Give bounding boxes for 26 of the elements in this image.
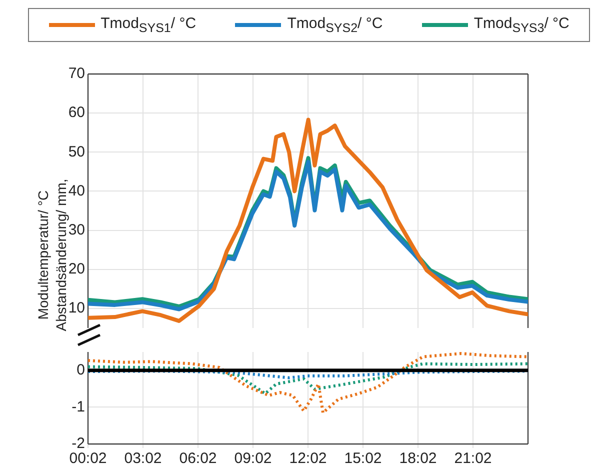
x-tick-label: 18:02 [399,450,437,468]
legend-label: Tmod$_{SYS1}$/ °C [100,15,196,35]
x-tick-label: 15:02 [344,450,382,468]
y-tick-label: -1 [72,398,85,416]
legend-label: Tmod$_{SYS2}$/ °C [287,15,383,35]
y-tick-label: -2 [72,435,85,452]
x-tick-label: 21:02 [454,450,492,468]
y-tick-label: 50 [68,143,85,160]
y-tick-label: 70 [68,65,85,82]
y-tick-label: 40 [68,182,85,200]
y-tick-label: 20 [68,260,85,278]
x-tick-label: 03:02 [124,450,162,468]
line-series [88,352,528,414]
line-series [88,370,528,380]
y-tick-label: 60 [68,104,85,122]
y-axis-title: Modultemperatur/ °C [35,190,51,320]
y-tick-label: 0 [76,362,85,379]
x-tick-label: 00:02 [69,450,107,468]
legend-label: Tmod$_{SYS3}$/ °C [474,15,570,35]
y-tick-label: 10 [68,300,85,317]
y-axis-title: Abstandsänderung/ mm, [53,178,69,332]
line-series [88,362,528,396]
x-tick-label: 06:02 [179,450,217,468]
x-tick-label: 09:02 [234,450,272,468]
x-tick-label: 12:02 [289,450,327,468]
y-tick-label: 30 [68,221,85,238]
